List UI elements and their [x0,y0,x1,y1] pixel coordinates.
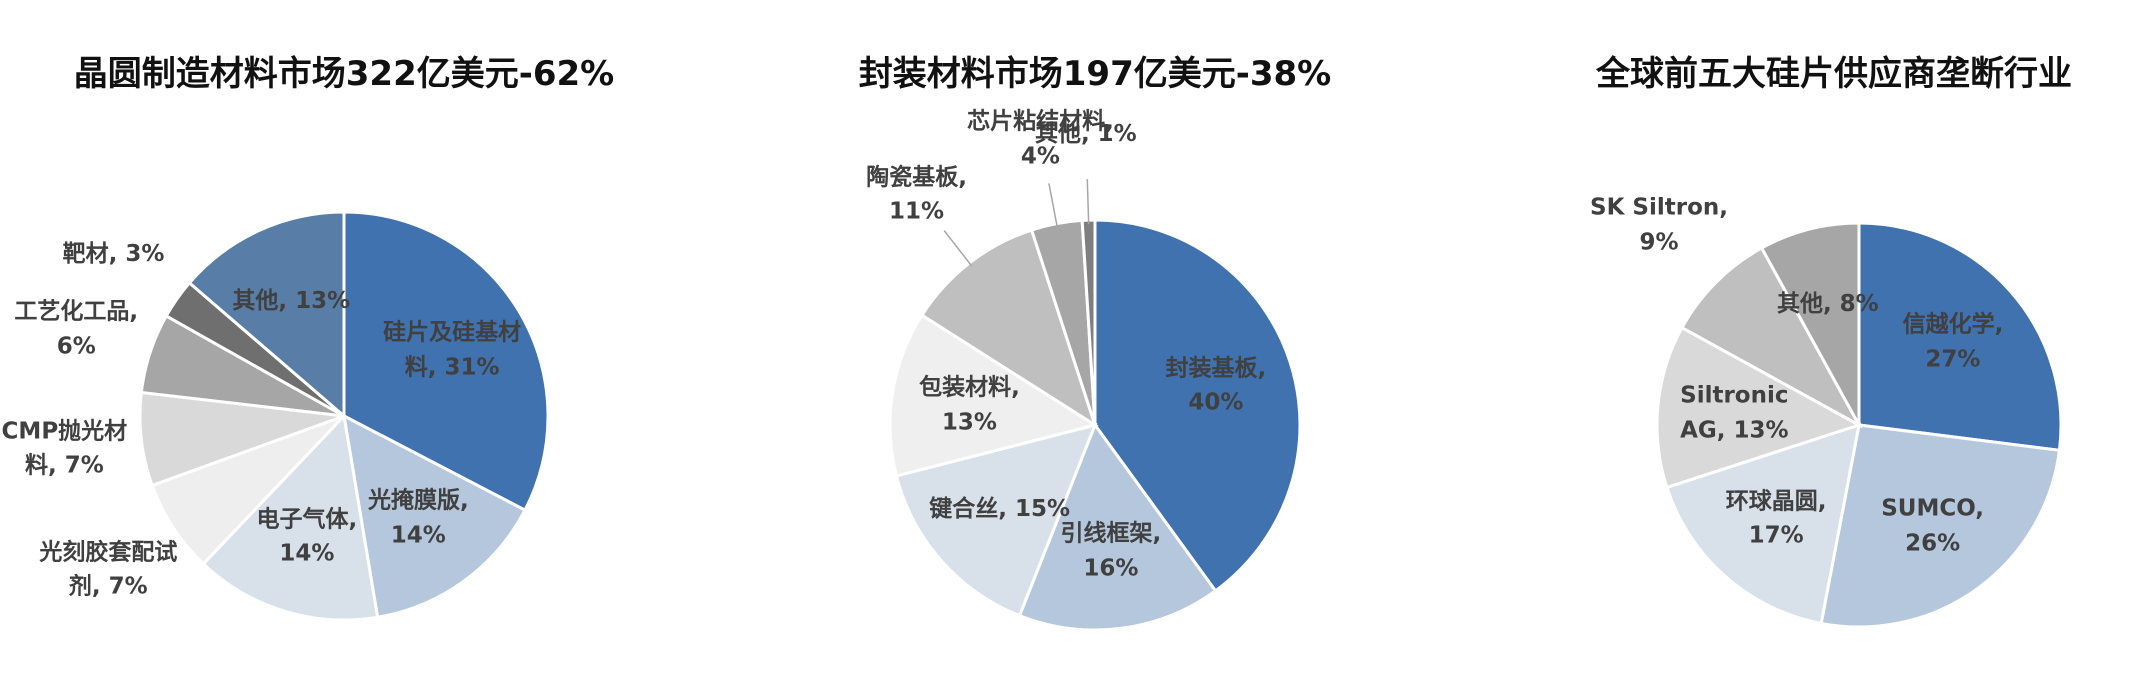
data-label: 光刻胶套配试剂, 7% [39,539,178,600]
data-label: 陶瓷基板, 11% [866,164,967,225]
data-label: 硅片及硅基材料, 31% [383,319,522,381]
data-label: 其他, 8% [1776,290,1879,317]
data-label: 光掩膜版, 14% [367,487,469,549]
pie-slice [201,412,380,622]
leader-line [1086,179,1090,225]
data-label: SUMCO, 26% [1881,495,1984,557]
pie-slice [1664,422,1861,626]
pie-slice [1679,245,1863,429]
chart-title: 晶圆制造材料市场322亿美元-62% [73,54,615,94]
data-label: Siltronic AG, 13% [1680,382,1789,444]
pie-slice [1655,325,1863,490]
data-label: 其他, 1% [1034,120,1137,147]
data-label: 引线框架, 16% [1060,520,1162,582]
chart-title: 封装材料市场197亿美元-38% [858,54,1332,94]
data-label: 芯片粘结材料, 4% [967,108,1114,170]
data-label: 工艺化工品, 6% [14,298,139,360]
pie-slice [1857,221,2063,452]
data-label: SK Siltron, 9% [1590,194,1728,256]
data-label: 包装材料, 13% [919,374,1020,436]
data-label: 环球晶圆, 17% [1725,488,1827,549]
data-label: 靶材, 3% [62,241,165,268]
leader-line [943,230,973,267]
leader-line [1048,183,1059,228]
pie-slice [888,313,1099,478]
pie-slice [894,422,1098,618]
data-label: CMP抛光材料, 7% [1,418,128,479]
pie-slice [1819,423,2062,629]
chart-title: 全球前五大硅片供应商垄断行业 [1596,54,2072,94]
data-label: 键合丝, 15% [929,495,1071,522]
pie-slice [187,210,346,420]
data-label: 其他, 13% [232,287,351,314]
pie-slice [1759,221,1861,426]
data-label: 信越化学, 27% [1902,311,2004,373]
pie-slice [1017,421,1218,632]
pie-slice [1093,218,1302,593]
data-label: 封装基板, 40% [1165,355,1267,416]
data-label: 电子气体, 14% [256,506,358,567]
pie-slice [342,413,528,619]
pie-slice [342,210,550,513]
